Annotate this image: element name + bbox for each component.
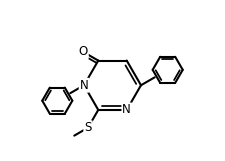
Text: N: N (80, 79, 88, 92)
Text: N: N (122, 103, 131, 116)
Text: O: O (79, 45, 88, 58)
Text: S: S (84, 121, 92, 134)
